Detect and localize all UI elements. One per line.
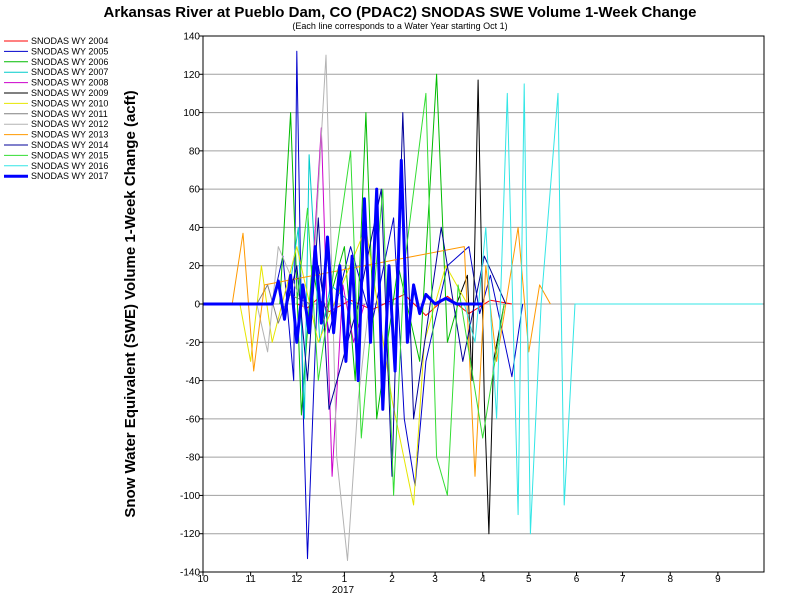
legend-label: SNODAS WY 2007 — [31, 67, 108, 77]
y-tick-label: 60 — [189, 185, 201, 196]
y-tick-label: 100 — [183, 108, 200, 119]
y-tick-label: -140 — [180, 568, 200, 579]
x-tick-label: 12 — [291, 574, 303, 585]
x-tick-label: 7 — [620, 574, 626, 585]
legend-label: SNODAS WY 2010 — [31, 98, 108, 108]
legend-label: SNODAS WY 2011 — [31, 109, 108, 119]
series-line-snodas-wy-2013 — [231, 226, 551, 477]
legend-label: SNODAS WY 2012 — [31, 119, 108, 129]
legend-label: SNODAS WY 2005 — [31, 46, 108, 56]
series-line-snodas-wy-2016 — [463, 83, 763, 535]
x-tick-label: 5 — [526, 574, 532, 585]
legend-label: SNODAS WY 2013 — [31, 130, 108, 140]
x-tick-label: 2 — [389, 574, 395, 585]
legend-label: SNODAS WY 2009 — [31, 88, 108, 98]
y-tick-label: -80 — [186, 453, 201, 464]
series-line-snodas-wy-2015 — [296, 92, 505, 496]
legend-label: SNODAS WY 2008 — [31, 78, 108, 88]
series-lines — [203, 50, 763, 561]
x-tick-label: 11 — [245, 574, 256, 585]
x-year-label: 2017 — [332, 585, 355, 596]
chart-title: Arkansas River at Pueblo Dam, CO (PDAC2)… — [104, 4, 697, 21]
x-tick-label: 9 — [715, 574, 721, 585]
y-tick-label: -60 — [186, 414, 201, 425]
y-tick-label: 140 — [183, 32, 200, 43]
series-line-snodas-wy-2005 — [271, 50, 524, 560]
y-tick-label: 20 — [189, 261, 201, 272]
x-tick-label: 6 — [574, 574, 580, 585]
y-tick-label: -120 — [180, 529, 200, 540]
series-line-snodas-wy-2009 — [456, 79, 505, 535]
x-tick-label: 1 — [342, 574, 348, 585]
x-tick-label: 8 — [667, 574, 673, 585]
legend-label: SNODAS WY 2014 — [31, 140, 108, 150]
series-line-snodas-wy-2012 — [256, 54, 370, 561]
chart-subtitle: (Each line corresponds to a Water Year s… — [292, 21, 507, 31]
x-tick-label: 3 — [432, 574, 438, 585]
x-axis: 10 11 12 1 2 3 4 5 6 7 8 9 — [197, 572, 721, 585]
y-tick-label: 40 — [189, 223, 201, 234]
legend-label: SNODAS WY 2015 — [31, 150, 108, 160]
y-tick-label: 120 — [183, 70, 200, 81]
legend-label: SNODAS WY 2006 — [31, 57, 108, 67]
y-tick-label: -40 — [186, 376, 201, 387]
y-axis-label: Snow Water Equivalent (SWE) Volume 1-Wee… — [122, 90, 139, 517]
y-tick-label: 0 — [194, 300, 200, 311]
y-tick-label: 80 — [189, 146, 201, 157]
series-line-snodas-wy-2017 — [203, 158, 483, 411]
x-tick-label: 4 — [480, 574, 486, 585]
legend-label: SNODAS WY 2016 — [31, 161, 108, 171]
x-tick-label: 10 — [197, 574, 209, 585]
legend-label: SNODAS WY 2004 — [31, 36, 108, 46]
y-tick-label: -100 — [180, 491, 200, 502]
y-axis: 140 120 100 80 60 40 20 0 -20 -40 -60 -80 -100 -120 -1… — [180, 32, 203, 579]
legend-label: SNODAS WY 2017 — [31, 171, 108, 181]
y-tick-label: -20 — [186, 338, 201, 349]
